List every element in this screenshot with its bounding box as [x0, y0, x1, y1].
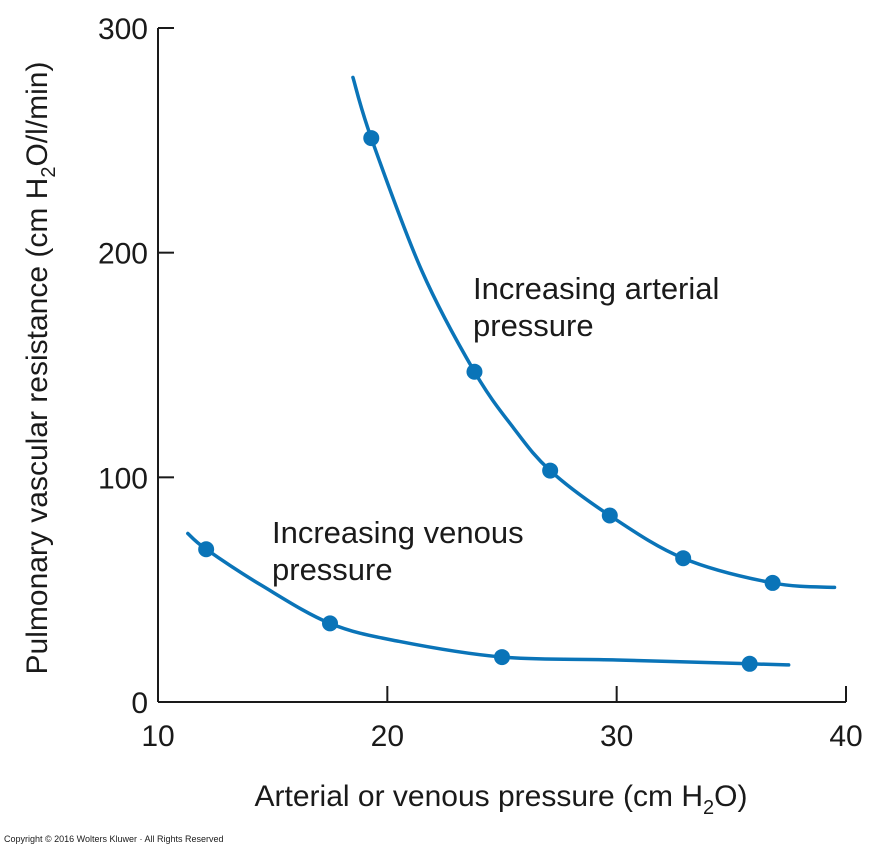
- data-point-arterial: [764, 574, 781, 591]
- x-axis-title: Arterial or venous pressure (cm H2O): [255, 780, 748, 819]
- data-point-venous: [741, 655, 758, 672]
- series-points: [198, 130, 781, 672]
- x-tick-label: 10: [141, 720, 174, 753]
- data-point-venous: [198, 541, 215, 558]
- x-axis-title-main: Arterial or venous pressure (cm H: [255, 780, 703, 813]
- data-point-venous: [322, 615, 338, 632]
- series-curves: [186, 75, 837, 667]
- annotation-venous-line-2: pressure: [272, 552, 393, 587]
- data-point-arterial: [675, 550, 692, 567]
- x-tick-label: 40: [829, 720, 862, 753]
- y-ticks: 0 100 200 300: [98, 13, 174, 720]
- series-line-venous: [186, 531, 791, 667]
- y-axis-title-end: O/l/min): [21, 62, 54, 167]
- y-axis-title-main: Pulmonary vascular resistance (cm H: [21, 178, 54, 675]
- x-ticks: 10 20 30 40: [141, 686, 863, 753]
- y-tick-label: 300: [98, 13, 148, 46]
- data-point-arterial: [363, 130, 380, 147]
- data-point-arterial: [601, 507, 618, 524]
- y-tick-label: 0: [131, 687, 148, 720]
- x-axis-title-end: O): [714, 780, 747, 813]
- annotation-venous-line-1: Increasing venous: [272, 515, 524, 550]
- annotation-arterial: Increasing arterial pressure: [473, 271, 728, 343]
- data-point-arterial: [466, 363, 483, 380]
- annotation-arterial-line-1: Increasing arterial: [473, 271, 719, 306]
- axes: [157, 28, 846, 703]
- data-point-venous: [494, 649, 510, 666]
- x-axis-title-sub: 2: [703, 797, 714, 819]
- copyright-notice: Copyright © 2016 Wolters Kluwer · All Ri…: [4, 834, 224, 844]
- y-tick-label: 100: [98, 462, 148, 495]
- series-line-arterial: [351, 75, 837, 590]
- x-tick-label: 20: [371, 720, 404, 753]
- y-tick-label: 200: [98, 238, 148, 271]
- y-axis-title: Pulmonary vascular resistance (cm H2O/l/…: [21, 62, 60, 675]
- x-tick-label: 30: [600, 720, 633, 753]
- y-axis-title-sub: 2: [38, 167, 60, 178]
- annotation-venous: Increasing venous pressure: [272, 515, 532, 587]
- data-point-arterial: [542, 462, 559, 479]
- annotation-arterial-line-2: pressure: [473, 308, 594, 343]
